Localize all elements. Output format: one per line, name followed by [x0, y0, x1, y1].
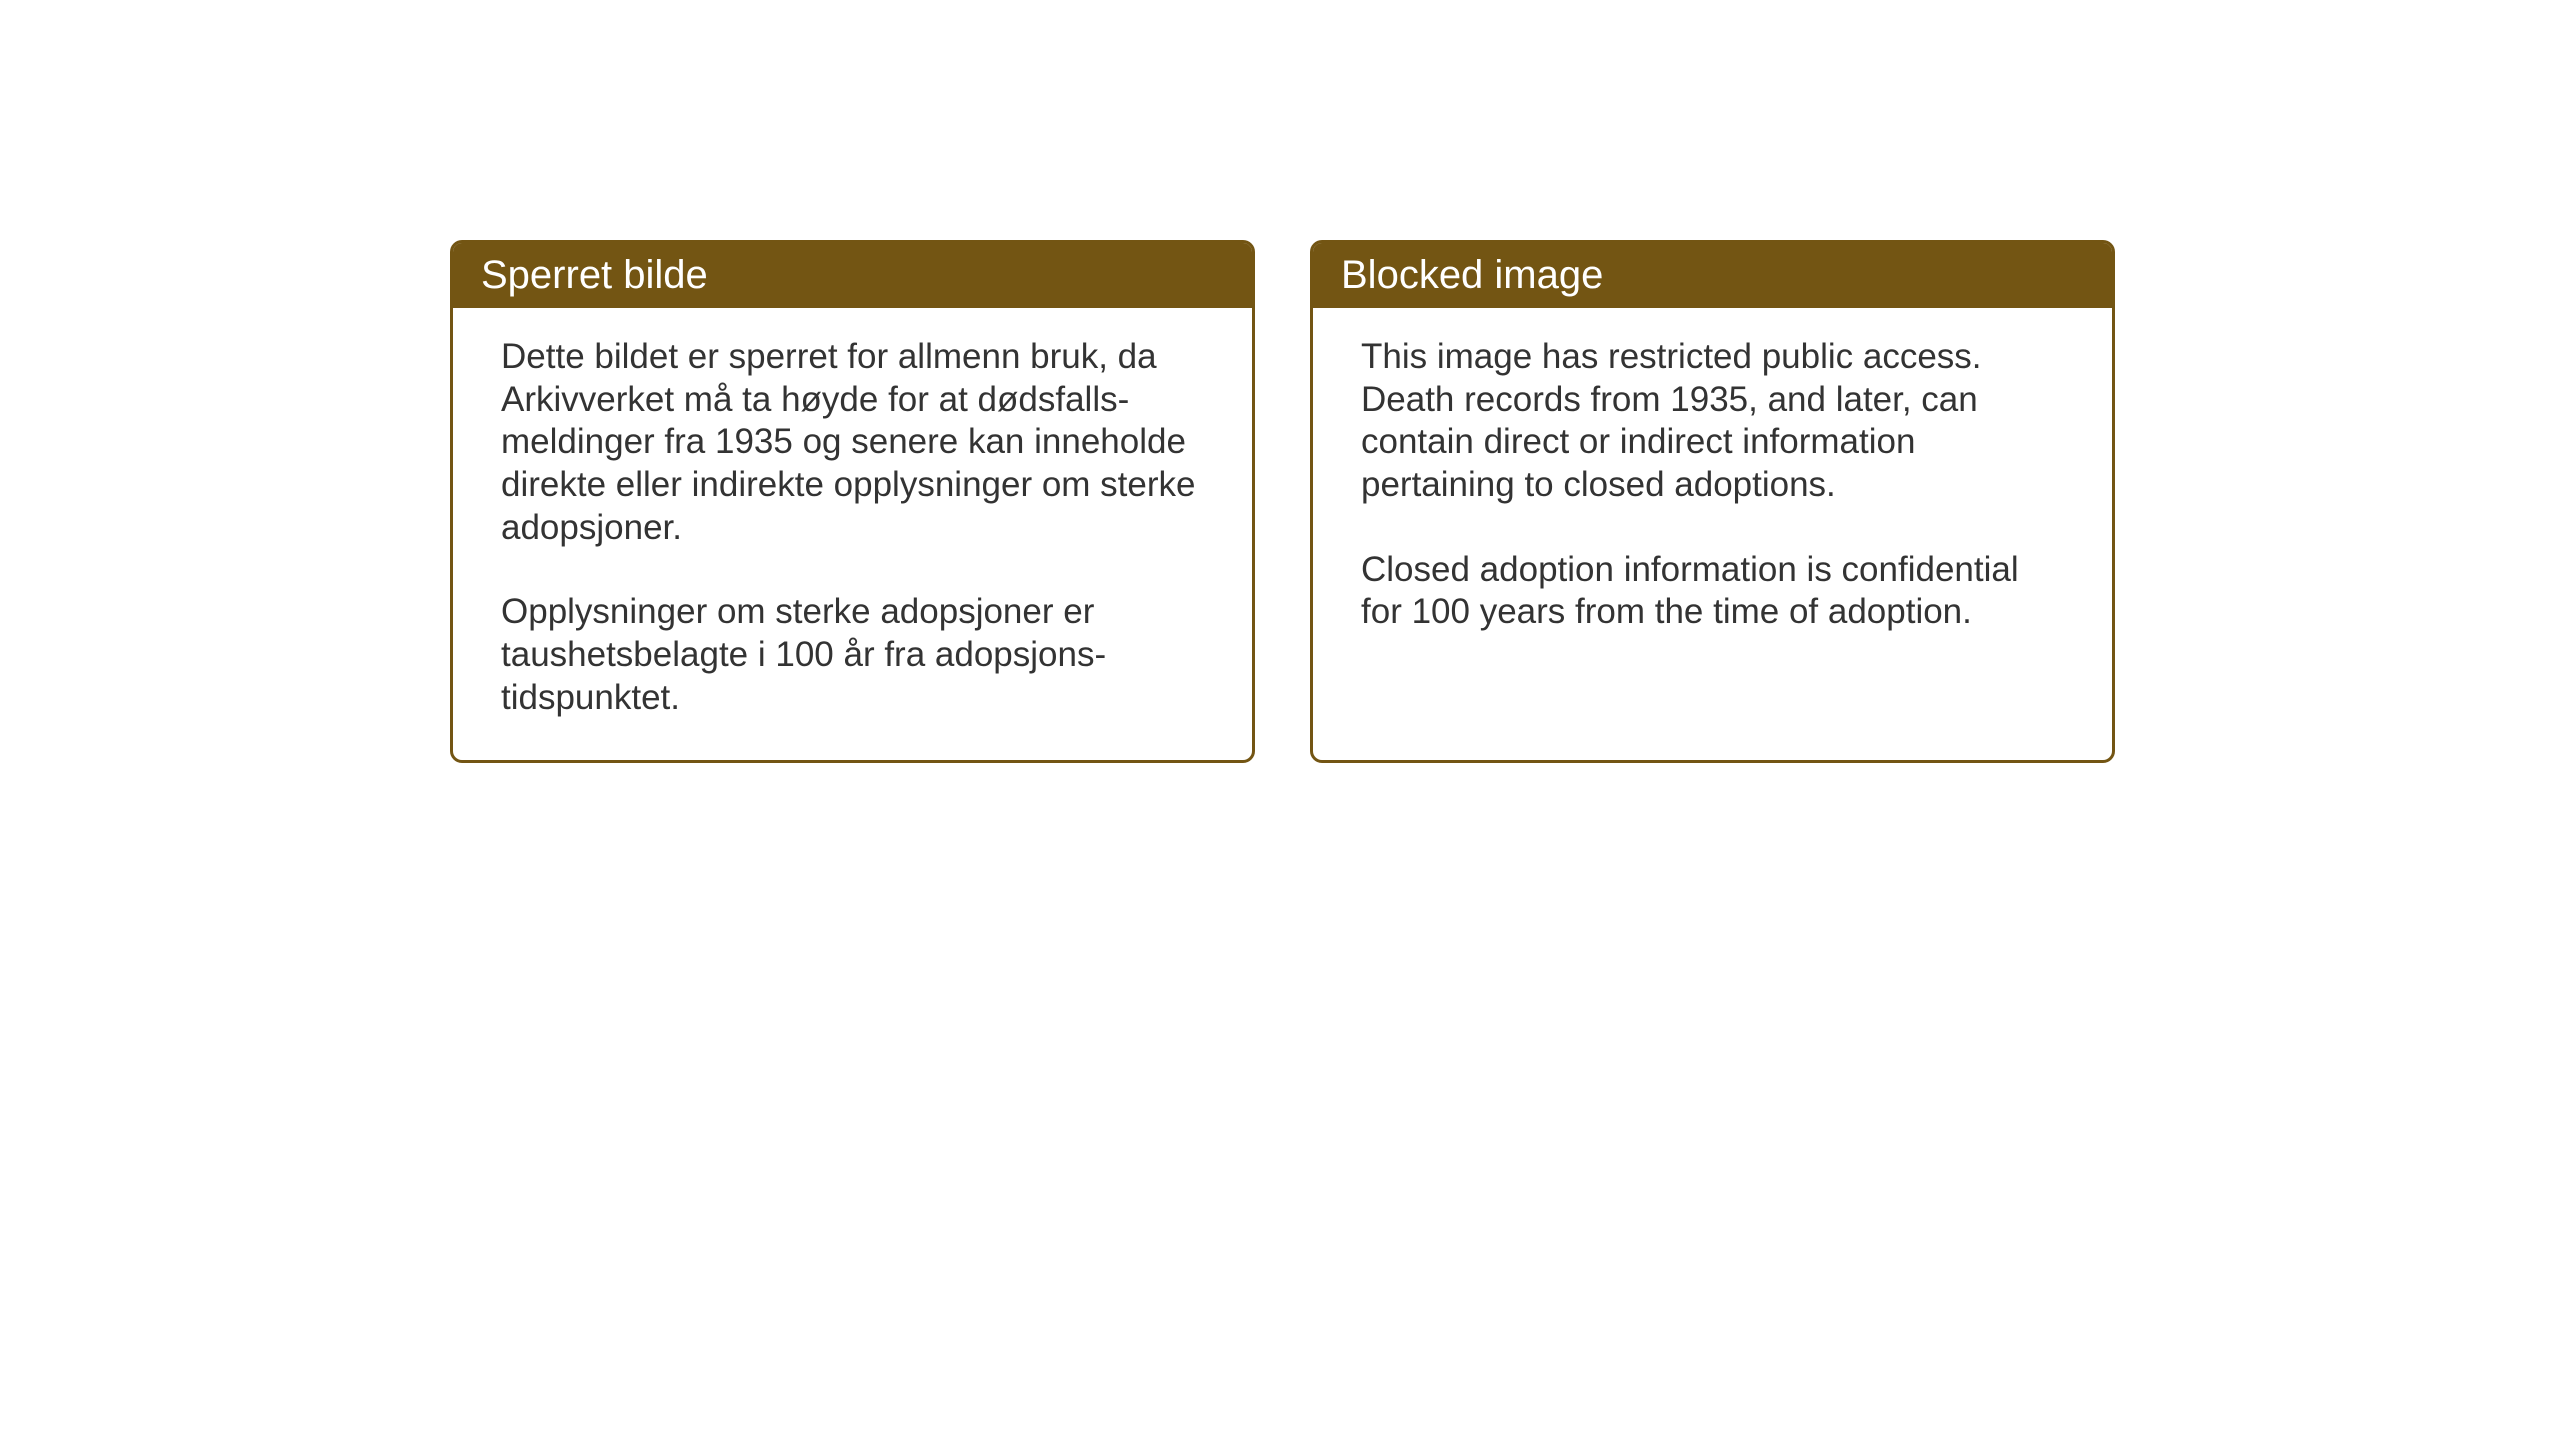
notice-header-norwegian: Sperret bilde: [453, 243, 1252, 308]
notice-paragraph-1-english: This image has restricted public access.…: [1361, 336, 2064, 507]
notice-container: Sperret bilde Dette bildet er sperret fo…: [450, 240, 2115, 763]
notice-title-norwegian: Sperret bilde: [481, 253, 708, 297]
notice-paragraph-2-english: Closed adoption information is confident…: [1361, 549, 2064, 634]
notice-paragraph-1-norwegian: Dette bildet er sperret for allmenn bruk…: [501, 336, 1204, 549]
notice-body-english: This image has restricted public access.…: [1313, 308, 2112, 738]
notice-box-norwegian: Sperret bilde Dette bildet er sperret fo…: [450, 240, 1255, 763]
notice-title-english: Blocked image: [1341, 253, 1603, 297]
notice-paragraph-2-norwegian: Opplysninger om sterke adopsjoner er tau…: [501, 591, 1204, 719]
notice-body-norwegian: Dette bildet er sperret for allmenn bruk…: [453, 308, 1252, 760]
notice-box-english: Blocked image This image has restricted …: [1310, 240, 2115, 763]
notice-header-english: Blocked image: [1313, 243, 2112, 308]
